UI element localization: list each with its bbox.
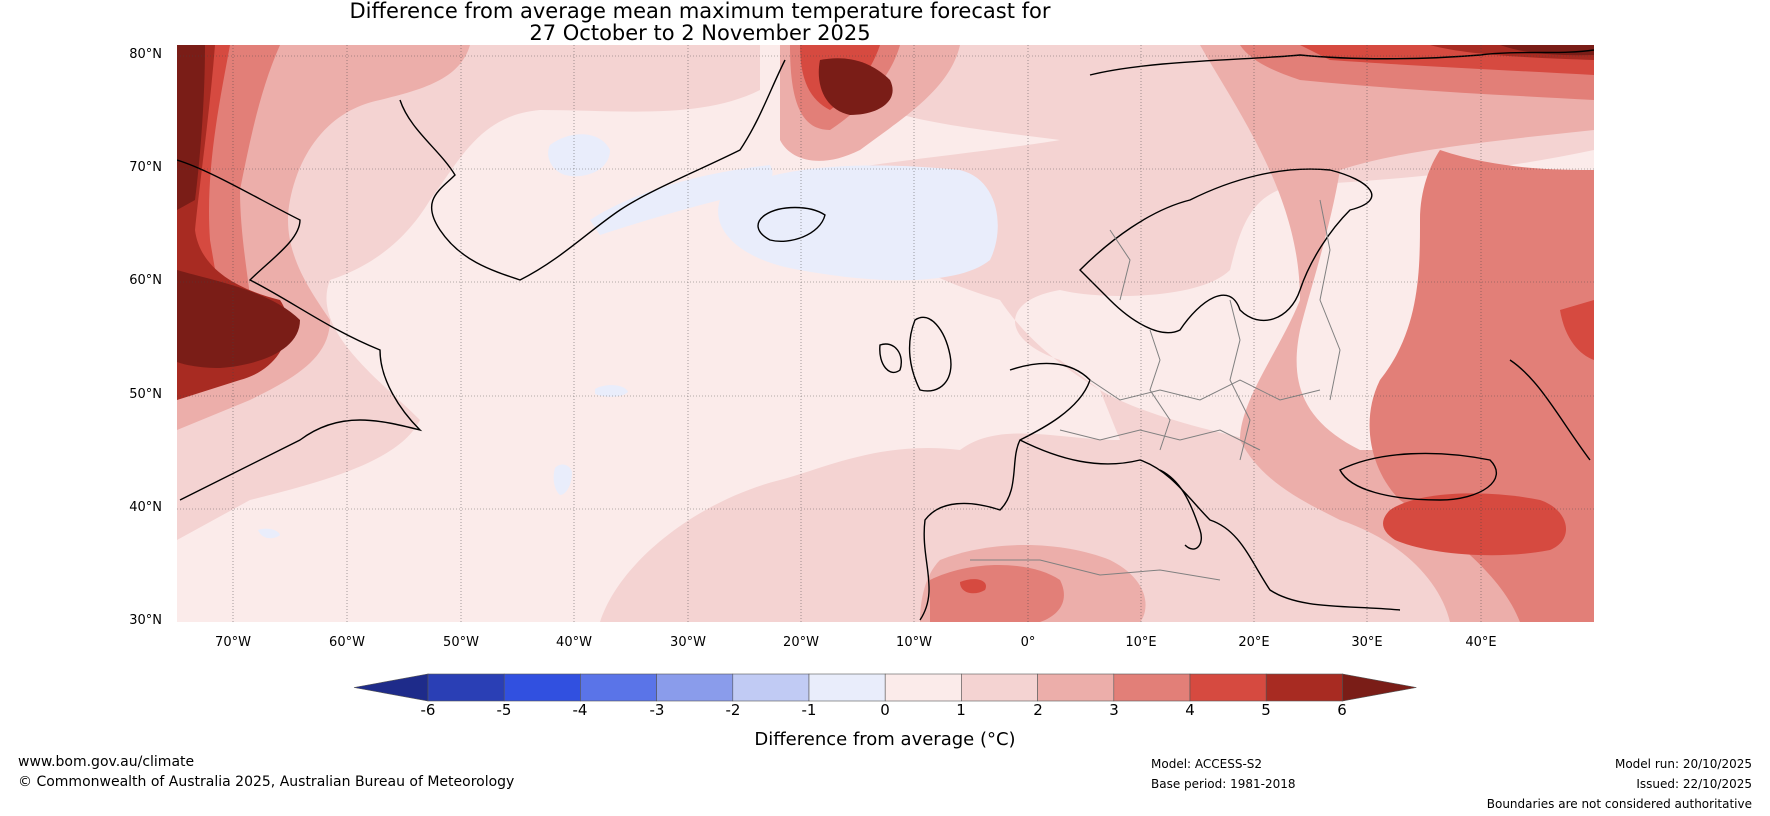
anomaly-band-minus-1-to-0 xyxy=(590,165,773,235)
lon-label-50w: 50°W xyxy=(443,635,479,650)
lon-label-30e: 30°E xyxy=(1351,635,1383,650)
colorbar-tick: 0 xyxy=(880,701,890,719)
lon-label-10e: 10°E xyxy=(1125,635,1157,650)
colorbar-segment xyxy=(808,673,886,702)
lon-label-30w: 30°W xyxy=(670,635,706,650)
anomaly-band-minus-1-to-0 xyxy=(595,385,628,397)
colorbar-segment xyxy=(580,673,657,702)
website-link[interactable]: www.bom.gov.au/climate xyxy=(18,754,195,770)
colorbar-extend-high xyxy=(1342,673,1417,702)
lon-label-70w: 70°W xyxy=(215,635,251,650)
lat-label-30n: 30°N xyxy=(129,613,162,628)
colorbar-segment xyxy=(884,673,962,702)
lon-label-40w: 40°W xyxy=(556,635,592,650)
lat-label-50n: 50°N xyxy=(129,387,162,402)
anomaly-band-above-6 xyxy=(1500,45,1594,56)
copyright-text: © Commonwealth of Australia 2025, Austra… xyxy=(18,774,515,790)
lon-label-20e: 20°E xyxy=(1238,635,1270,650)
colorbar-tick: -3 xyxy=(649,701,665,719)
colorbar-segment xyxy=(1265,673,1343,702)
map-title-line-1: Difference from average mean maximum tem… xyxy=(349,0,1051,23)
colorbar-segment xyxy=(1189,673,1267,702)
lat-label-80n: 80°N xyxy=(129,47,162,62)
model-name: Model: ACCESS-S2 xyxy=(1151,757,1263,771)
boundaries-disclaimer: Boundaries are not considered authoritat… xyxy=(1486,797,1752,811)
anomaly-band-minus-1-to-0 xyxy=(258,528,280,539)
lon-label-40e: 40°E xyxy=(1465,635,1497,650)
colorbar-tick: 2 xyxy=(1033,701,1043,719)
colorbar-extend-low xyxy=(353,673,429,702)
colorbar-tick: 4 xyxy=(1185,701,1195,719)
issued-date: Issued: 22/10/2025 xyxy=(1636,777,1752,791)
colorbar-segment xyxy=(961,673,1038,702)
base-period: Base period: 1981-2018 xyxy=(1151,777,1296,791)
map-title-line-2: 27 October to 2 November 2025 xyxy=(529,21,871,45)
colorbar-segment xyxy=(656,673,734,702)
colorbar-tick: -2 xyxy=(725,701,741,719)
model-run-date: Model run: 20/10/2025 xyxy=(1614,757,1752,771)
anomaly-band-above-6 xyxy=(177,270,300,368)
lat-label-60n: 60°N xyxy=(129,273,162,288)
anomaly-band-minus-1-to-0 xyxy=(553,464,572,495)
colorbar-segment xyxy=(503,673,581,702)
graticule xyxy=(177,45,1594,622)
lon-label-10w: 10°W xyxy=(896,635,932,650)
anomaly-band-4-to-5 xyxy=(960,579,986,594)
colorbar-tick: -5 xyxy=(496,701,512,719)
anomaly-band-minus-1-to-0 xyxy=(718,165,998,281)
colorbar-segment xyxy=(1113,673,1191,702)
colorbar-tick: -4 xyxy=(572,701,588,719)
colorbar-segment xyxy=(427,673,505,702)
colorbar-tick: 3 xyxy=(1109,701,1119,719)
lon-label-20w: 20°W xyxy=(783,635,819,650)
country-borders xyxy=(970,199,1341,581)
anomaly-band-1-to-2 xyxy=(177,45,760,540)
colorbar-tick: -6 xyxy=(420,701,436,719)
colorbar-tick: 5 xyxy=(1261,701,1271,719)
colorbar-tick: 1 xyxy=(956,701,966,719)
colorbar-label: Difference from average (°C) xyxy=(754,729,1016,750)
lat-label-40n: 40°N xyxy=(129,500,162,515)
anomaly-band-above-6 xyxy=(818,58,893,115)
anomaly-band-4-to-5 xyxy=(1560,300,1594,360)
lon-label-0: 0° xyxy=(1020,635,1036,650)
anomaly-band-3-to-4 xyxy=(930,565,1064,622)
colorbar-segment xyxy=(1037,673,1115,702)
lon-label-60w: 60°W xyxy=(329,635,365,650)
anomaly-band-minus-1-to-0 xyxy=(548,134,610,177)
colorbar-tick: -1 xyxy=(801,701,817,719)
colorbar-segment xyxy=(732,673,810,702)
coastlines xyxy=(177,49,1594,621)
lat-label-70n: 70°N xyxy=(129,160,162,175)
colorbar-tick: 6 xyxy=(1337,701,1347,719)
